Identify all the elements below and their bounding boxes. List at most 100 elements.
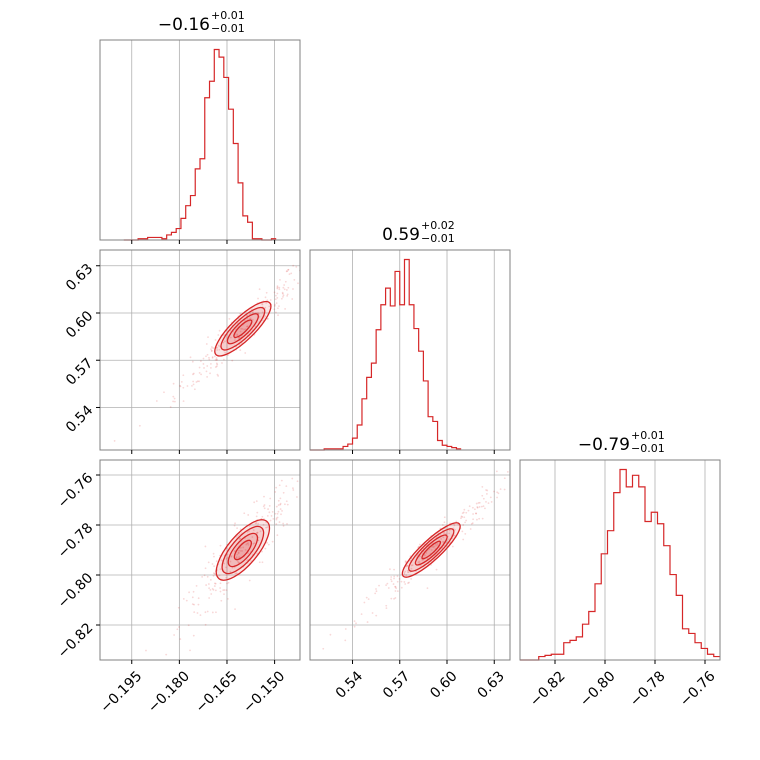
pair-panel-content-2	[322, 470, 509, 650]
sample-point-0-71	[286, 294, 289, 297]
sample-point-2-46	[487, 502, 490, 505]
sample-point-1-97	[178, 626, 180, 628]
sample-point-1-28	[292, 487, 294, 490]
sample-point-2-92	[416, 554, 419, 557]
sample-point-0-96	[179, 385, 182, 388]
sample-point-2-52	[425, 552, 428, 554]
sample-point-0-18	[244, 352, 247, 354]
sample-point-1-175	[226, 582, 228, 585]
sample-point-2-25	[471, 506, 474, 509]
sample-point-1-48	[233, 524, 236, 527]
sample-point-1-170	[212, 572, 215, 574]
sample-point-1-5	[261, 515, 264, 518]
sample-point-1-246	[206, 610, 209, 613]
sample-point-1-15	[268, 511, 271, 514]
contour-1-2	[227, 532, 259, 568]
sample-point-0-12	[275, 302, 278, 305]
sample-point-0-112	[288, 273, 291, 276]
sample-point-1-227	[222, 589, 225, 592]
panel-frame-2-1	[309, 459, 511, 661]
sample-point-0-115	[193, 388, 196, 391]
sample-point-2-91	[421, 559, 424, 561]
sample-point-1-124	[280, 479, 283, 482]
sample-point-2-103	[493, 490, 495, 493]
sample-point-0-28	[206, 376, 209, 378]
sample-point-0-229	[210, 350, 213, 352]
sample-point-1-61	[254, 522, 257, 525]
sample-point-2-169	[490, 501, 493, 503]
sample-point-2-196	[374, 592, 377, 595]
sample-point-2-15	[390, 576, 393, 578]
sample-point-1-197	[247, 552, 250, 555]
sample-point-1-139	[213, 555, 215, 558]
sample-point-1-242	[215, 611, 217, 614]
sample-point-1-153	[275, 486, 278, 489]
x-tick-label-1-2: 0.60	[427, 668, 460, 701]
panel-frame-0-0	[99, 39, 301, 241]
sample-point-0-52	[213, 355, 216, 358]
sample-point-1-79	[196, 612, 199, 614]
sample-point-1-184	[189, 649, 191, 652]
pair-panel-2-1	[322, 470, 509, 650]
y-tick-label-1-3: 0.63	[63, 261, 96, 294]
contour-1-1	[221, 525, 265, 575]
sample-point-1-33	[203, 574, 206, 577]
sample-point-2-12	[475, 512, 478, 515]
sample-point-1-45	[256, 531, 259, 534]
panel-frame-2-2	[519, 459, 721, 661]
sample-point-0-244	[138, 424, 141, 427]
sample-point-1-27	[255, 500, 258, 503]
sample-point-0-31	[186, 385, 189, 387]
sample-point-1-190	[238, 549, 240, 552]
sample-point-1-53	[275, 517, 278, 520]
sample-point-2-89	[396, 580, 399, 583]
sample-point-1-43	[247, 542, 250, 545]
sample-point-1-180	[278, 521, 281, 523]
sample-point-2-24	[460, 515, 463, 518]
sample-point-2-40	[477, 502, 480, 504]
sample-point-0-201	[283, 284, 286, 286]
sample-point-0-40	[286, 270, 289, 273]
title-lower-1: −0.01	[421, 232, 455, 245]
sample-point-1-194	[209, 579, 212, 581]
sample-point-0-125	[280, 297, 283, 300]
sample-point-1-118	[263, 504, 266, 506]
contour-2-2	[414, 534, 448, 566]
sample-point-1-39	[282, 522, 285, 525]
sample-point-0-150	[233, 339, 236, 342]
sample-point-0-256	[258, 315, 261, 318]
sample-point-0-85	[285, 289, 288, 291]
sample-point-1-148	[242, 546, 245, 549]
sample-point-1-122	[259, 530, 262, 533]
sample-point-1-105	[206, 575, 209, 578]
sample-point-0-217	[273, 305, 276, 307]
sample-point-2-212	[485, 500, 487, 503]
sample-point-2-251	[409, 559, 412, 562]
sample-point-2-249	[437, 544, 439, 546]
sample-point-1-40	[270, 515, 273, 517]
sample-point-0-184	[216, 373, 219, 376]
sample-point-2-214	[462, 511, 465, 514]
sample-point-0-104	[276, 286, 279, 289]
sample-point-2-166	[460, 517, 462, 520]
sample-point-0-158	[196, 380, 199, 383]
sample-point-2-192	[506, 470, 509, 473]
sample-point-0-218	[311, 253, 313, 255]
sample-point-0-243	[231, 359, 234, 362]
sample-point-1-4	[274, 512, 277, 515]
sample-point-1-84	[235, 572, 238, 575]
sample-point-1-146	[193, 603, 195, 606]
sample-point-2-116	[367, 598, 370, 601]
sample-point-0-140	[206, 365, 209, 367]
sample-point-0-146	[282, 286, 285, 289]
sample-point-2-194	[366, 621, 369, 623]
sample-point-1-77	[239, 537, 241, 540]
sample-point-1-89	[279, 502, 282, 505]
sample-point-2-163	[322, 647, 325, 650]
sample-point-1-155	[212, 552, 215, 555]
sample-point-1-119	[282, 525, 285, 527]
sample-point-1-195	[199, 614, 202, 617]
pair-panel-content-1	[145, 477, 300, 656]
sample-point-0-69	[210, 349, 213, 352]
sample-point-1-256	[246, 559, 249, 562]
